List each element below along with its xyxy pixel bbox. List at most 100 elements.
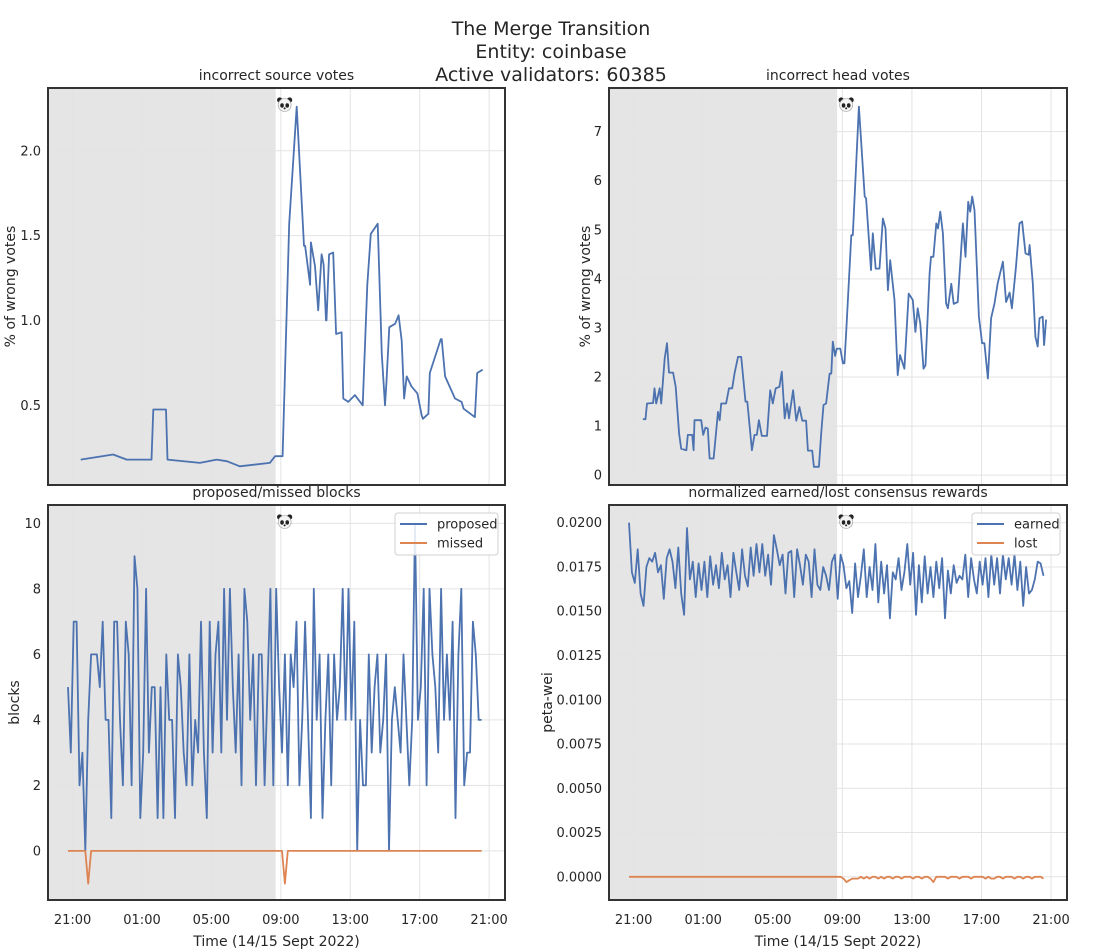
- y-tick-label: 0: [33, 844, 41, 859]
- panda-eye-right: [285, 103, 290, 108]
- x-tick-label: 01:00: [123, 913, 160, 928]
- y-tick-label: 3: [594, 321, 602, 336]
- y-tick-label: 0.0050: [557, 782, 603, 797]
- x-tick-label: 21:00: [615, 913, 652, 928]
- subplot-2: 0 1 2 3 4 5 6 7 incorrect head votes % of wrong v…: [578, 68, 1068, 486]
- x-tick-label: 05:00: [193, 913, 230, 928]
- pre-merge-shaded-region: [609, 88, 838, 485]
- x-tick-label: 21:00: [1032, 913, 1069, 928]
- y-axis-label: peta-wei: [540, 672, 556, 733]
- panda-nose: [845, 524, 848, 527]
- subplot-4: 0.0000 0.0025 0.0050 0.0075 0.0100 0.0125 0.01…: [540, 485, 1070, 950]
- y-tick-label: 1.5: [20, 229, 41, 244]
- subplot-title: normalized earned/lost consensus rewards: [688, 485, 987, 501]
- y-tick-label: 0.5: [20, 399, 41, 414]
- y-tick-label: 6: [594, 174, 602, 189]
- series-group: [642, 105, 1047, 468]
- panda-icon: [277, 514, 293, 529]
- panda-eye-left: [841, 520, 846, 525]
- y-tick-label: 0.0025: [557, 826, 603, 841]
- panda-icon: [838, 514, 854, 529]
- axes-frame: [608, 87, 1068, 486]
- subplot-1: 0.5 1.0 1.5 2.0 incorrect source votes % of w…: [3, 68, 506, 486]
- y-tick-label: 6: [33, 648, 41, 663]
- series-group: [628, 522, 1045, 883]
- panda-nose: [283, 524, 286, 527]
- subplot-3: 0 2 4 6 8 10 proposed/missed blocks blocks 21:00…: [7, 485, 508, 950]
- series-line-missed: [68, 850, 482, 885]
- figure-subtitle-entity: Entity: coinbase: [475, 41, 626, 63]
- series-line-values: [642, 105, 1047, 468]
- series-line-values: [80, 105, 484, 468]
- panda-eye-left: [841, 103, 846, 108]
- y-axis-label: % of wrong votes: [3, 226, 19, 348]
- y-tick-label: 1: [594, 420, 602, 435]
- panda-icon: [277, 97, 293, 112]
- panda-eye-right: [285, 520, 290, 525]
- panda-face: [277, 515, 292, 529]
- panda-nose: [283, 107, 286, 110]
- y-tick-label: 0.0100: [557, 693, 603, 708]
- axes-frame: [608, 504, 1068, 901]
- legend: earned lost: [971, 512, 1061, 556]
- x-tick-label: 05:00: [754, 913, 791, 928]
- subplot-title: proposed/missed blocks: [192, 485, 360, 501]
- figure-title: The Merge Transition: [451, 18, 651, 40]
- panda-eye-right: [846, 103, 851, 108]
- series-line-earned: [628, 522, 1045, 620]
- panda-icon: [838, 97, 854, 112]
- x-axis-label: Time (14/15 Sept 2022): [754, 934, 921, 950]
- series-group: [67, 522, 482, 885]
- panda-face: [839, 98, 853, 112]
- series-line-proposed: [67, 522, 482, 852]
- y-tick-label: 0.0075: [557, 738, 603, 753]
- series-group: [80, 105, 484, 468]
- y-tick-label: 1.0: [20, 314, 41, 329]
- y-tick-label: 2: [33, 779, 41, 794]
- y-tick-label: 4: [594, 272, 602, 287]
- legend-label-earned: earned: [1014, 518, 1060, 533]
- x-axis-label: Time (14/15 Sept 2022): [192, 934, 359, 950]
- x-tick-label: 09:00: [824, 913, 861, 928]
- y-tick-label: 5: [594, 223, 602, 238]
- series-line-lost: [629, 875, 1044, 883]
- y-tick-label: 0.0150: [557, 605, 603, 620]
- panda-eye-left: [280, 520, 284, 525]
- figure-subtitle-validators: Active validators: 60385: [435, 64, 667, 86]
- y-tick-label: 7: [594, 125, 602, 140]
- x-tick-label: 13:00: [893, 913, 930, 928]
- x-tick-label: 09:00: [262, 913, 299, 928]
- x-tick-label: 21:00: [54, 913, 91, 928]
- y-tick-label: 8: [33, 582, 41, 597]
- y-tick-label: 0.0125: [557, 649, 603, 664]
- y-tick-label: 2: [594, 371, 602, 386]
- x-tick-label: 21:00: [470, 913, 507, 928]
- panda-nose: [845, 107, 848, 110]
- pre-merge-shaded-region: [48, 505, 276, 900]
- panda-eye-right: [846, 520, 851, 525]
- y-tick-label: 0.0175: [557, 560, 603, 575]
- y-tick-label: 0.0000: [557, 870, 603, 885]
- y-tick-label: 10: [24, 517, 41, 532]
- panda-face: [839, 515, 853, 529]
- pre-merge-shaded-region: [48, 88, 276, 485]
- legend: proposed missed: [394, 512, 499, 556]
- x-tick-label: 17:00: [401, 913, 438, 928]
- y-tick-label: 0.0200: [557, 516, 603, 531]
- x-tick-label: 01:00: [684, 913, 721, 928]
- y-tick-label: 2.0: [20, 144, 41, 159]
- x-tick-label: 17:00: [963, 913, 1000, 928]
- y-axis-label: % of wrong votes: [578, 226, 594, 348]
- axes-frame: [47, 504, 506, 901]
- panda-eye-left: [280, 103, 284, 108]
- subplot-title: incorrect source votes: [199, 68, 354, 84]
- legend-label-proposed: proposed: [437, 518, 498, 533]
- y-tick-label: 4: [33, 713, 41, 728]
- panda-face: [277, 98, 292, 112]
- legend-label-missed: missed: [437, 537, 483, 552]
- axes-frame: [47, 87, 506, 486]
- x-tick-label: 13:00: [332, 913, 369, 928]
- y-tick-label: 0: [594, 469, 602, 484]
- subplot-title: incorrect head votes: [766, 68, 910, 84]
